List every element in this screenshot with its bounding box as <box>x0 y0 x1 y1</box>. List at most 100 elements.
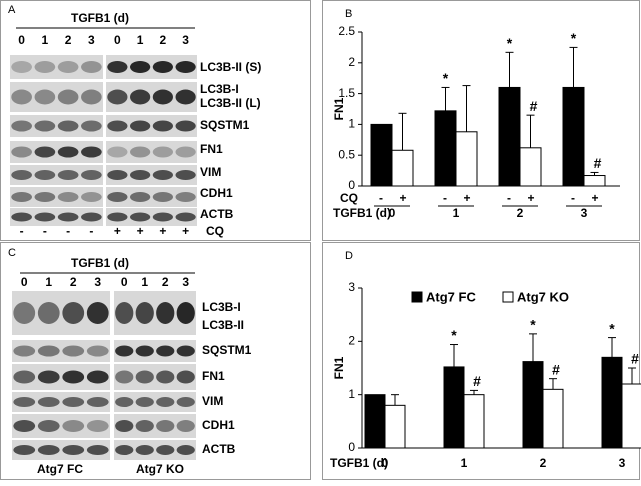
blot-band <box>34 170 56 180</box>
row-label: LC3B-II <box>202 318 244 332</box>
blot-band <box>86 445 109 455</box>
annotation: * <box>530 317 536 333</box>
blot-band <box>57 192 79 202</box>
lane-label: 1 <box>141 275 148 289</box>
row-label: SQSTM1 <box>202 343 252 357</box>
blot-band <box>11 61 32 73</box>
blot-band <box>135 345 154 357</box>
bar <box>364 394 386 449</box>
blot-band <box>156 397 175 407</box>
blot-strip <box>106 187 197 207</box>
blot-band <box>13 420 36 432</box>
blot-band <box>13 370 36 384</box>
blot-strip <box>10 165 103 185</box>
group-label: CQ <box>340 191 358 205</box>
panel-frame <box>0 0 311 241</box>
blot-band <box>81 120 102 132</box>
row-label: CDH1 <box>202 418 235 432</box>
row-label: FN1 <box>202 369 225 383</box>
row-label: LC3B-I <box>202 300 241 314</box>
blot-strip <box>12 440 110 460</box>
bar <box>384 404 406 449</box>
bar <box>562 86 585 187</box>
legend-label: Atg7 FC <box>426 289 476 304</box>
panel-letter: B <box>345 8 352 20</box>
blot-band <box>37 370 60 384</box>
y-tick-label: 3 <box>348 280 355 294</box>
blot-band <box>13 445 36 455</box>
blot-band <box>130 170 151 180</box>
row-label: SQSTM1 <box>200 118 250 132</box>
blot-band <box>13 345 36 357</box>
blot-band <box>135 370 154 384</box>
blot-band <box>175 61 196 73</box>
bar <box>370 123 393 187</box>
blot-band <box>37 397 60 407</box>
blot-band <box>11 170 32 180</box>
blot-band <box>37 420 60 432</box>
x-axis-label: TGFB1 (d) <box>333 206 391 220</box>
blot-band <box>57 120 79 132</box>
bar <box>455 131 478 187</box>
blot-band <box>62 370 85 384</box>
lane-label: 0 <box>21 275 28 289</box>
blot-band <box>152 192 173 202</box>
group-sign: - <box>443 191 447 205</box>
blot-band <box>34 192 56 202</box>
blot-band <box>57 89 79 105</box>
blot-band <box>37 302 60 324</box>
blot-band <box>130 89 151 105</box>
blot-band <box>37 345 60 357</box>
blot-band <box>81 146 102 158</box>
y-axis-label: FN1 <box>332 97 346 120</box>
x-tick-label: 1 <box>461 456 468 470</box>
blot-band <box>115 397 134 407</box>
bar <box>601 356 623 449</box>
blot-band <box>107 192 128 202</box>
blot-band <box>62 302 85 324</box>
blot-band <box>34 146 56 158</box>
y-tick-label: 2 <box>348 334 355 348</box>
blot-band <box>175 120 196 132</box>
blot-band <box>176 302 195 324</box>
blot-band <box>152 89 173 105</box>
blot-band <box>130 120 151 132</box>
annotation: # <box>594 155 602 171</box>
blot-band <box>81 192 102 202</box>
blot-band <box>62 420 85 432</box>
blot-band <box>81 89 102 105</box>
blot-band <box>107 120 128 132</box>
group-sign: + <box>399 191 406 205</box>
lane-label: 2 <box>65 33 72 47</box>
blot-band <box>107 89 128 105</box>
blot-band <box>152 146 173 158</box>
bar <box>391 149 414 187</box>
blot-title: TGFB1 (d) <box>71 256 129 270</box>
bar <box>498 86 521 187</box>
bar <box>621 383 641 449</box>
lane-label: 0 <box>18 33 25 47</box>
row-label: ACTB <box>202 442 236 456</box>
blot-band <box>156 302 175 324</box>
blot-band <box>135 302 154 324</box>
row-label: LC3B-II (L) <box>200 96 261 110</box>
cq-sign: + <box>159 224 166 238</box>
y-tick-label: 1.5 <box>338 86 355 100</box>
blot-band <box>175 192 196 202</box>
lane-label: 2 <box>160 33 167 47</box>
blot-strip <box>114 440 196 460</box>
blot-strip <box>10 55 103 79</box>
bar <box>434 110 457 187</box>
blot-strip <box>12 392 110 412</box>
annotation: * <box>443 70 449 86</box>
blot-band <box>152 61 173 73</box>
cq-sign: - <box>20 224 24 238</box>
blot-band <box>57 170 79 180</box>
lane-label: 3 <box>182 33 189 47</box>
y-tick-label: 1 <box>348 117 355 131</box>
blot-strip <box>106 208 197 226</box>
y-tick-label: 2.5 <box>338 24 355 38</box>
blot-band <box>156 420 175 432</box>
blot-band <box>175 146 196 158</box>
